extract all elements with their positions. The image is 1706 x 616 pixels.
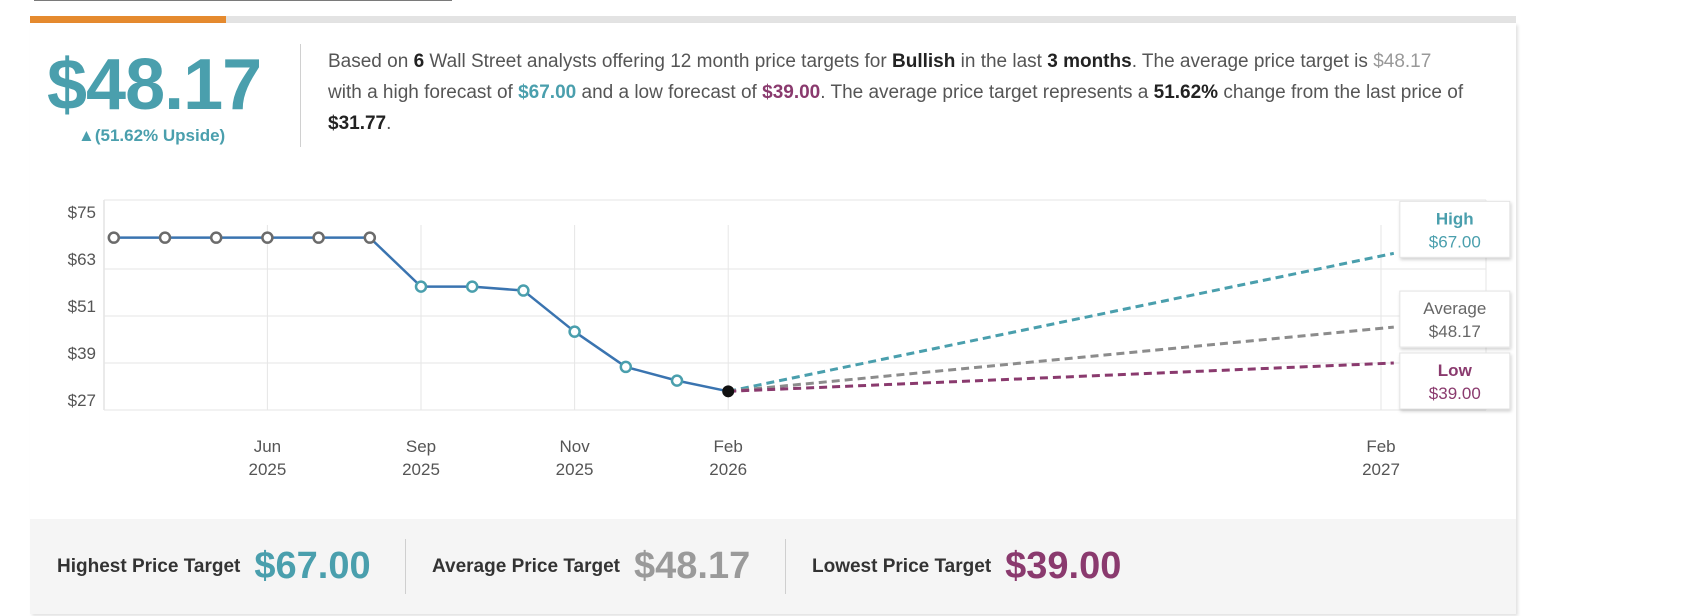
forecast-label-box-high: [1399, 200, 1511, 258]
lowest-target-label: Lowest Price Target: [812, 555, 992, 577]
y-tick-label: $63: [68, 250, 96, 269]
price-target-footer: Highest Price Target $67.00 Average Pric…: [30, 519, 1516, 614]
forecast-label-box-average: [1399, 290, 1511, 348]
forecast-line-low: [728, 361, 1394, 393]
history-point: [517, 284, 530, 297]
x-tick-month: Feb: [714, 437, 743, 456]
x-tick-year: 2027: [1362, 460, 1400, 479]
top-divider: [34, 0, 452, 1]
history-point: [107, 231, 121, 244]
x-tick-year: 2025: [556, 460, 594, 479]
summary-low: $39.00: [762, 82, 821, 103]
upside-badge: ▲(51.62% Upside): [78, 126, 226, 145]
x-tick-month: Jun: [254, 437, 281, 456]
active-tab-indicator: [30, 16, 226, 23]
forecast-label-value: $39.00: [1429, 384, 1481, 403]
summary-text-part: in the last: [955, 51, 1048, 72]
average-target-value: $48.17: [633, 545, 751, 587]
history-point: [261, 231, 274, 244]
summary-text-part: . The average price target represents a: [820, 82, 1154, 103]
y-tick-label: $27: [68, 391, 96, 410]
history-point: [209, 231, 223, 244]
summary-text-part: change from the last price of: [1218, 82, 1464, 103]
history-point: [619, 360, 633, 374]
highest-target-label: Highest Price Target: [57, 555, 241, 577]
summary-text-part: .: [386, 113, 392, 134]
x-tick-month: Sep: [406, 437, 436, 456]
forecast-label-name: Average: [1423, 299, 1486, 318]
analyst-summary-text: Based on 6 Wall Street analysts offering…: [328, 46, 1468, 139]
x-tick-year: 2025: [402, 460, 440, 479]
x-tick-month: Feb: [1366, 437, 1395, 456]
y-tick-label: $39: [68, 344, 96, 363]
history-point: [312, 231, 325, 244]
summary-text-part: with a high forecast of: [328, 82, 519, 103]
average-target-group: Average Price Target $48.17: [432, 519, 750, 614]
footer-divider: [405, 539, 406, 594]
forecast-line-high: [727, 251, 1395, 393]
y-tick-label: $75: [68, 203, 96, 222]
price-target-card: [30, 23, 1516, 614]
forecast-label-value: $67.00: [1429, 232, 1481, 251]
summary-average: $48.17: [1373, 51, 1432, 72]
highest-target-group: Highest Price Target $67.00: [57, 519, 371, 614]
header-divider: [300, 44, 301, 147]
summary-text-part: and a low forecast of: [576, 82, 763, 103]
summary-text-part: Based on: [328, 51, 414, 72]
history-point: [670, 374, 684, 387]
forecast-label-value: $48.17: [1429, 322, 1481, 341]
average-price-target: $48.17: [47, 45, 262, 125]
forecast-label-name: Low: [1438, 361, 1473, 380]
summary-last-price: $31.77: [328, 113, 387, 134]
history-point: [568, 325, 581, 338]
x-tick-year: 2025: [248, 460, 286, 479]
highest-target-value: $67.00: [254, 545, 371, 587]
history-point: [465, 280, 479, 293]
analyst-count: 6: [413, 51, 425, 72]
history-point: [158, 231, 172, 244]
forecast-label-box-low: [1399, 352, 1511, 410]
last-price-point: [722, 385, 735, 398]
period: 3 months: [1047, 51, 1132, 72]
tab-bar: [30, 16, 1516, 23]
x-tick-month: Nov: [559, 437, 590, 456]
lowest-target-group: Lowest Price Target $39.00: [812, 519, 1121, 614]
average-target-label: Average Price Target: [432, 555, 620, 577]
summary-change: 51.62%: [1153, 82, 1219, 103]
history-point: [414, 280, 428, 293]
summary-text-part: . The average price target is: [1131, 51, 1374, 72]
x-tick-year: 2026: [709, 460, 747, 479]
summary-high: $67.00: [518, 82, 577, 103]
y-tick-label: $51: [68, 297, 96, 316]
lowest-target-value: $39.00: [1005, 545, 1122, 587]
history-point: [363, 231, 377, 244]
company-name: Bullish: [892, 51, 956, 72]
forecast-line-average: [728, 325, 1394, 393]
forecast-label-name: High: [1436, 209, 1474, 228]
footer-divider: [785, 539, 786, 594]
summary-text-part: Wall Street analysts offering 12 month p…: [424, 51, 892, 72]
